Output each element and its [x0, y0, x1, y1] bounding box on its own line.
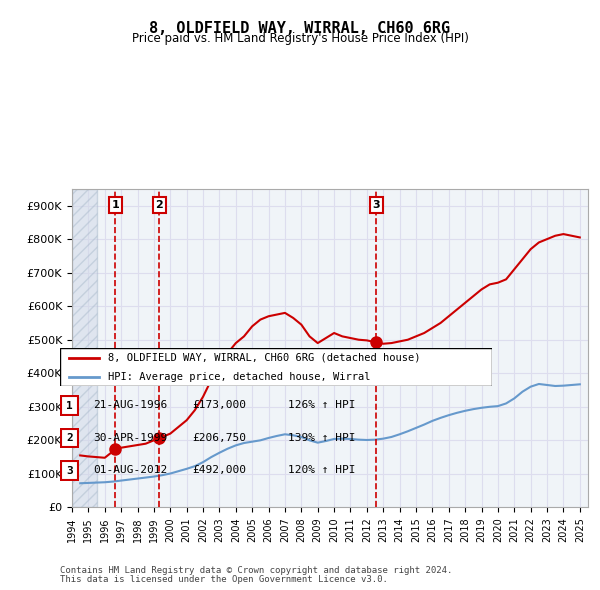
Text: 126% ↑ HPI: 126% ↑ HPI [288, 401, 355, 410]
Text: Price paid vs. HM Land Registry's House Price Index (HPI): Price paid vs. HM Land Registry's House … [131, 32, 469, 45]
Text: 2: 2 [66, 433, 73, 443]
Text: 120% ↑ HPI: 120% ↑ HPI [288, 466, 355, 475]
Text: 3: 3 [66, 466, 73, 476]
FancyBboxPatch shape [61, 396, 78, 415]
Text: 01-AUG-2012: 01-AUG-2012 [93, 466, 167, 475]
Text: £206,750: £206,750 [192, 433, 246, 442]
Text: £173,000: £173,000 [192, 401, 246, 410]
Text: 1: 1 [66, 401, 73, 411]
Text: 30-APR-1999: 30-APR-1999 [93, 433, 167, 442]
FancyBboxPatch shape [61, 461, 78, 480]
Text: 1: 1 [112, 200, 119, 209]
Text: Contains HM Land Registry data © Crown copyright and database right 2024.: Contains HM Land Registry data © Crown c… [60, 566, 452, 575]
Text: 8, OLDFIELD WAY, WIRRAL, CH60 6RG: 8, OLDFIELD WAY, WIRRAL, CH60 6RG [149, 21, 451, 35]
Text: 21-AUG-1996: 21-AUG-1996 [93, 401, 167, 410]
Text: This data is licensed under the Open Government Licence v3.0.: This data is licensed under the Open Gov… [60, 575, 388, 584]
Bar [72, 189, 97, 507]
Text: 8, OLDFIELD WAY, WIRRAL, CH60 6RG (detached house): 8, OLDFIELD WAY, WIRRAL, CH60 6RG (detac… [107, 353, 420, 363]
Text: 3: 3 [373, 200, 380, 209]
Text: £492,000: £492,000 [192, 466, 246, 475]
FancyBboxPatch shape [60, 348, 492, 386]
Text: 139% ↑ HPI: 139% ↑ HPI [288, 433, 355, 442]
Text: HPI: Average price, detached house, Wirral: HPI: Average price, detached house, Wirr… [107, 372, 370, 382]
FancyBboxPatch shape [61, 429, 78, 447]
Text: 2: 2 [155, 200, 163, 209]
